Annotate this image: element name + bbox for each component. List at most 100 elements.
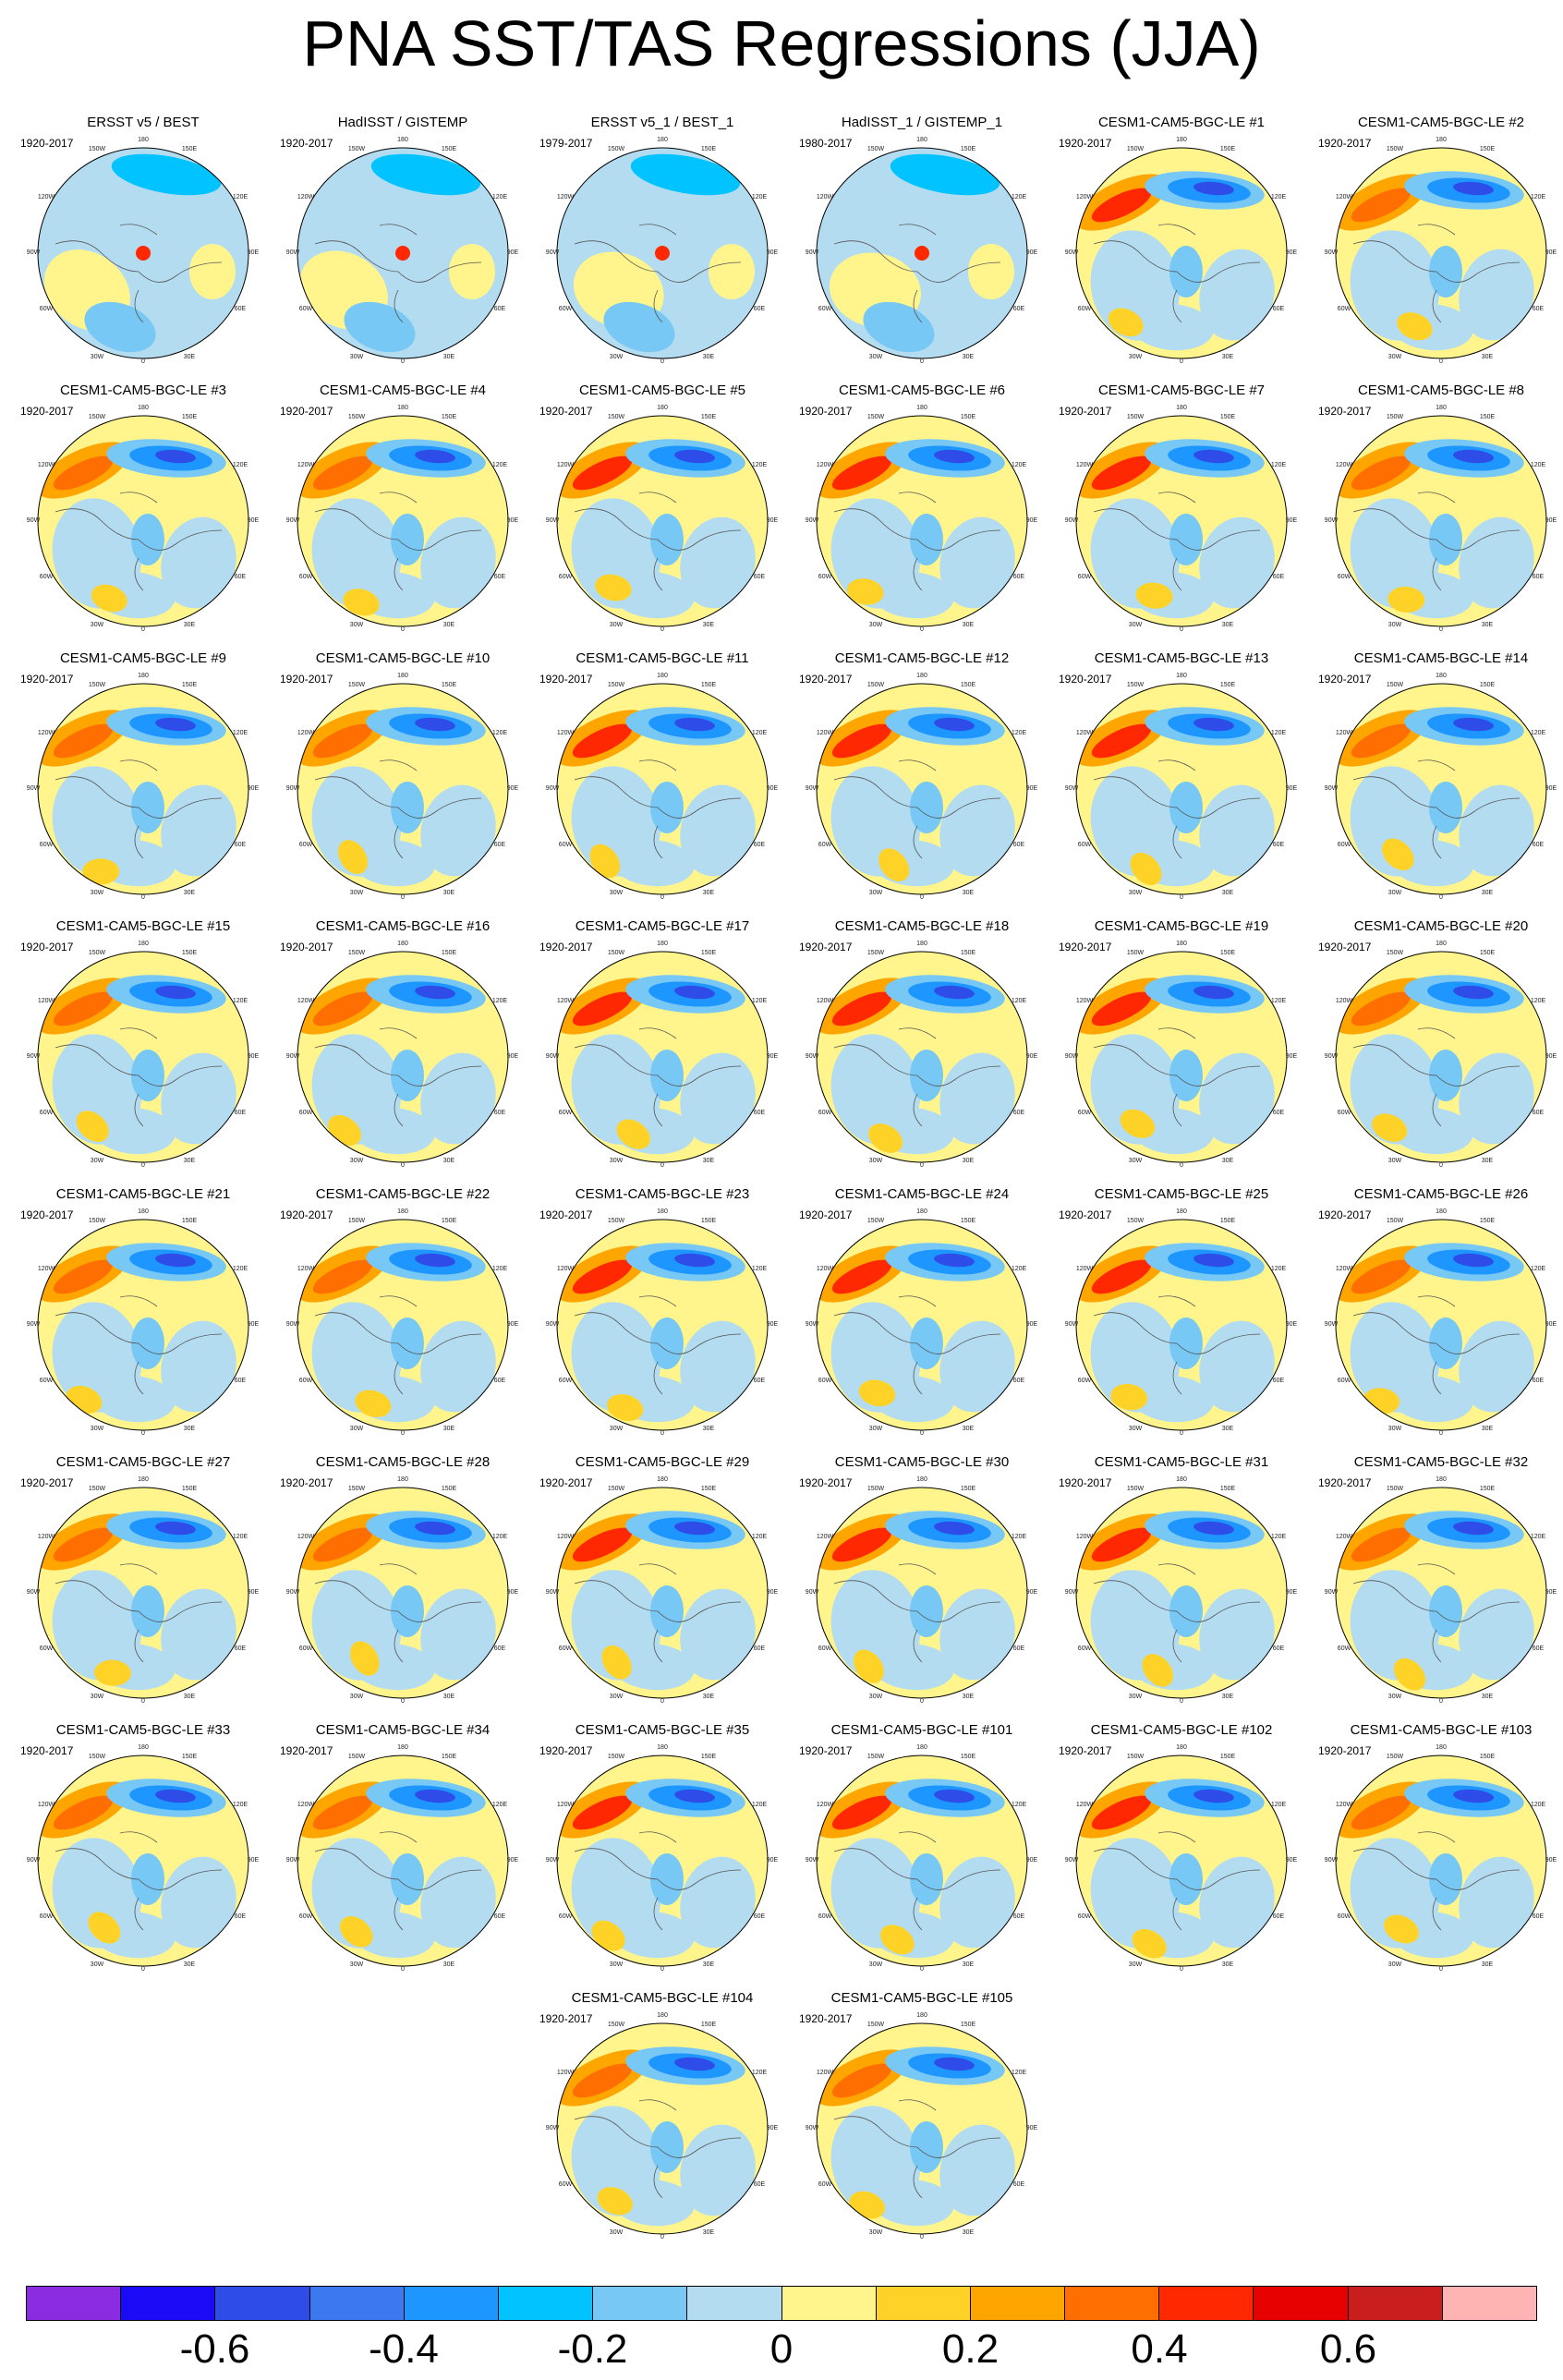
longitude-label: 150E bbox=[1480, 1486, 1496, 1492]
longitude-label: 0 bbox=[401, 358, 405, 365]
map-boundary bbox=[297, 951, 509, 1163]
longitude-label: 120W bbox=[1336, 194, 1353, 200]
panel-period: 1920-2017 bbox=[539, 405, 593, 418]
longitude-label: 150E bbox=[442, 1218, 457, 1224]
map-panel: CESM1-CAM5-BGC-LE #101 1920-2017 180 0 90W 90… bbox=[792, 1722, 1052, 1990]
longitude-label: 30E bbox=[1482, 354, 1494, 360]
anomaly-region bbox=[155, 717, 196, 732]
longitude-label: 90E bbox=[767, 785, 779, 792]
anomaly-region bbox=[939, 2124, 1015, 2216]
longitude-label: 180 bbox=[916, 673, 927, 679]
longitude-label: 120W bbox=[557, 730, 575, 736]
longitude-label: 0 bbox=[141, 1966, 145, 1973]
longitude-label: 180 bbox=[1436, 941, 1447, 947]
map-panel: ERSST v5 / BEST 1920-2017 180 0 90W 90E 120W 12… bbox=[13, 115, 273, 382]
longitude-label: 60E bbox=[494, 1645, 506, 1652]
longitude-label: 150W bbox=[608, 146, 625, 152]
longitude-label: 150E bbox=[1480, 1754, 1496, 1760]
longitude-label: 60W bbox=[40, 306, 54, 312]
panel-title: CESM1-CAM5-BGC-LE #31 bbox=[1094, 1454, 1269, 1470]
anomaly-region bbox=[674, 2057, 715, 2071]
map-boundary bbox=[37, 683, 249, 895]
longitude-label: 150E bbox=[1480, 950, 1496, 956]
anomaly-region bbox=[1387, 586, 1425, 613]
map-boundary bbox=[556, 683, 769, 895]
longitude-label: 30W bbox=[610, 1694, 624, 1700]
longitude-label: 90E bbox=[1026, 1589, 1038, 1596]
anomaly-region bbox=[1459, 1588, 1534, 1681]
panel-period: 1920-2017 bbox=[20, 405, 74, 418]
longitude-label: 120W bbox=[817, 462, 834, 468]
map-panel: CESM1-CAM5-BGC-LE #7 1920-2017 180 0 90W 90E 1… bbox=[1051, 382, 1312, 650]
longitude-label: 120E bbox=[1531, 730, 1546, 736]
map-boundary bbox=[1075, 683, 1288, 895]
anomaly-region bbox=[1381, 838, 1414, 871]
anomaly-region bbox=[391, 782, 424, 833]
anomaly-region bbox=[1390, 1375, 1473, 1423]
longitude-label: 60E bbox=[754, 1913, 766, 1920]
longitude-label: 180 bbox=[1176, 137, 1187, 143]
longitude-label: 0 bbox=[660, 1966, 664, 1973]
anomaly-region bbox=[849, 2191, 885, 2219]
polar-map: 180 0 90W 90E 120W 120E 60W 60E 150W 150E 30W 30E bbox=[27, 405, 260, 633]
coastline bbox=[574, 1027, 742, 1127]
longitude-label: 120W bbox=[557, 462, 575, 468]
anomaly-region bbox=[1199, 1320, 1275, 1413]
map-panel: CESM1-CAM5-BGC-LE #35 1920-2017 180 0 90W 90E… bbox=[532, 1722, 793, 1990]
longitude-label: 150E bbox=[442, 682, 457, 688]
panel-title: CESM1-CAM5-BGC-LE #4 bbox=[319, 382, 487, 398]
longitude-label: 60W bbox=[1078, 1378, 1092, 1384]
coastline bbox=[1352, 1027, 1521, 1127]
map-boundary bbox=[816, 1487, 1028, 1699]
longitude-label: 150E bbox=[1220, 414, 1236, 420]
map-panel: CESM1-CAM5-BGC-LE #2 1920-2017 180 0 90W 90E 1… bbox=[1311, 115, 1563, 382]
anomaly-region bbox=[680, 1588, 756, 1681]
longitude-label: 150W bbox=[89, 1754, 106, 1760]
longitude-label: 120W bbox=[38, 462, 55, 468]
panel-period: 1920-2017 bbox=[280, 673, 333, 686]
longitude-label: 90E bbox=[1545, 1857, 1557, 1864]
longitude-label: 120W bbox=[297, 1266, 315, 1272]
longitude-label: 30E bbox=[703, 1961, 715, 1968]
longitude-label: 180 bbox=[1436, 1208, 1447, 1215]
longitude-label: 60W bbox=[559, 1110, 573, 1116]
map-panel: CESM1-CAM5-BGC-LE #20 1920-2017 180 0 90W 90E… bbox=[1311, 918, 1563, 1186]
panel-period: 1920-2017 bbox=[799, 405, 853, 418]
longitude-label: 150E bbox=[701, 682, 717, 688]
colorbar-label: 0.6 bbox=[1319, 2326, 1377, 2372]
longitude-label: 30E bbox=[184, 1426, 196, 1432]
longitude-label: 180 bbox=[1436, 1476, 1447, 1483]
longitude-label: 120E bbox=[492, 1534, 508, 1540]
panel-title: CESM1-CAM5-BGC-LE #8 bbox=[1357, 382, 1525, 398]
map-panel: CESM1-CAM5-BGC-LE #28 1920-2017 180 0 90W 90E… bbox=[273, 1454, 533, 1722]
anomaly-region bbox=[1091, 1527, 1152, 1562]
longitude-label: 120W bbox=[817, 1266, 834, 1272]
map-boundary bbox=[556, 415, 769, 627]
longitude-label: 90W bbox=[806, 1053, 819, 1060]
longitude-label: 180 bbox=[397, 1476, 408, 1483]
map-boundary bbox=[1335, 951, 1547, 1163]
anomaly-region bbox=[612, 1911, 695, 1959]
longitude-label: 120E bbox=[1012, 730, 1027, 736]
coastline bbox=[574, 1563, 742, 1663]
longitude-label: 120W bbox=[38, 1534, 55, 1540]
polar-map: 180 0 90W 90E 120W 120E 60W 60E 150W 150E 30W 30E bbox=[546, 1476, 779, 1705]
longitude-label: 90W bbox=[27, 249, 41, 256]
map-panel: CESM1-CAM5-BGC-LE #26 1920-2017 180 0 90W 90E… bbox=[1311, 1186, 1563, 1454]
anomaly-region bbox=[612, 571, 695, 619]
longitude-label: 150W bbox=[1127, 1754, 1145, 1760]
longitude-label: 150E bbox=[1220, 950, 1236, 956]
anomaly-region bbox=[680, 516, 756, 609]
polar-map: 180 0 90W 90E 120W 120E 60W 60E 150W 150E 30W 30E bbox=[806, 673, 1038, 901]
panel-title: CESM1-CAM5-BGC-LE #18 bbox=[834, 918, 1010, 934]
anomaly-region bbox=[1351, 455, 1412, 491]
longitude-label: 120E bbox=[752, 194, 768, 200]
coastline bbox=[574, 2099, 742, 2199]
panel-title: CESM1-CAM5-BGC-LE #10 bbox=[315, 650, 491, 666]
map-boundary bbox=[816, 2022, 1028, 2235]
colorbar-label: 0 bbox=[769, 2326, 794, 2372]
longitude-label: 30W bbox=[350, 1426, 364, 1432]
anomaly-region bbox=[53, 991, 114, 1026]
longitude-label: 180 bbox=[1176, 1476, 1187, 1483]
longitude-label: 90E bbox=[1026, 517, 1038, 524]
